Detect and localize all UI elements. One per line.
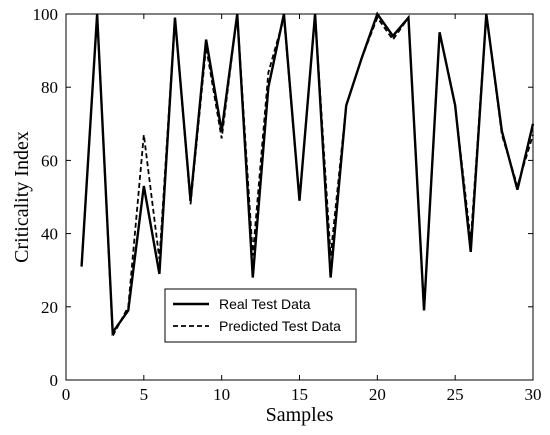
x-tick-label: 0 — [62, 385, 71, 404]
legend-box — [164, 288, 357, 343]
series-layer — [80, 11, 535, 340]
x-tick-label: 30 — [525, 385, 542, 404]
series-line-predicted — [80, 13, 534, 340]
y-tick-label: 0 — [50, 371, 59, 390]
ticks-layer: 0 5 10 15 20 25 30 0 20 40 60 80 100 — [33, 5, 542, 404]
x-tick-label: 5 — [140, 385, 149, 404]
x-tick-label: 20 — [369, 385, 386, 404]
legend-label-real: Real Test Data — [219, 296, 311, 312]
y-tick-label: 80 — [41, 78, 58, 97]
x-tick-label: 15 — [291, 385, 308, 404]
legend: Real Test Data Predicted Test Data — [164, 288, 357, 343]
series-line-real — [80, 11, 535, 336]
y-axis-label: Criticality Index — [11, 131, 33, 263]
legend-label-predicted: Predicted Test Data — [219, 318, 341, 334]
x-tick-label: 10 — [213, 385, 230, 404]
y-tick-label: 20 — [41, 298, 58, 317]
y-tick-label: 40 — [41, 225, 58, 244]
y-tick-label: 60 — [41, 151, 58, 170]
x-tick-label: 25 — [447, 385, 464, 404]
x-axis-label: Samples — [266, 404, 334, 426]
y-tick-label: 100 — [33, 5, 59, 24]
